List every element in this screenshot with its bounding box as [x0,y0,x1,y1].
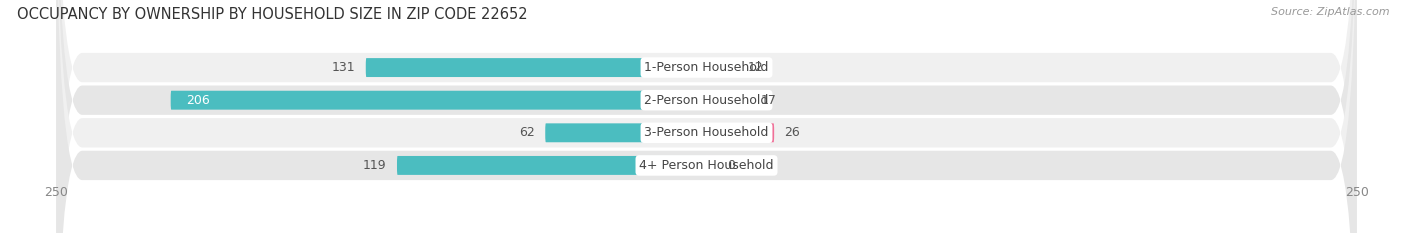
Text: 206: 206 [187,94,209,107]
Text: 2-Person Household: 2-Person Household [644,94,769,107]
FancyBboxPatch shape [546,123,707,142]
FancyBboxPatch shape [56,0,1357,233]
FancyBboxPatch shape [707,91,751,110]
FancyBboxPatch shape [366,58,707,77]
FancyBboxPatch shape [170,91,707,110]
FancyBboxPatch shape [707,156,717,175]
FancyBboxPatch shape [56,0,1357,233]
Text: 62: 62 [519,126,534,139]
Text: 4+ Person Household: 4+ Person Household [640,159,773,172]
Text: 0: 0 [727,159,735,172]
Text: 119: 119 [363,159,387,172]
Text: 17: 17 [761,94,778,107]
Text: 1-Person Household: 1-Person Household [644,61,769,74]
Text: 12: 12 [748,61,763,74]
FancyBboxPatch shape [707,58,738,77]
Text: Source: ZipAtlas.com: Source: ZipAtlas.com [1271,7,1389,17]
FancyBboxPatch shape [707,123,775,142]
Text: 131: 131 [332,61,356,74]
FancyBboxPatch shape [56,0,1357,233]
FancyBboxPatch shape [396,156,707,175]
Text: OCCUPANCY BY OWNERSHIP BY HOUSEHOLD SIZE IN ZIP CODE 22652: OCCUPANCY BY OWNERSHIP BY HOUSEHOLD SIZE… [17,7,527,22]
FancyBboxPatch shape [56,0,1357,233]
Text: 26: 26 [785,126,800,139]
Text: 3-Person Household: 3-Person Household [644,126,769,139]
